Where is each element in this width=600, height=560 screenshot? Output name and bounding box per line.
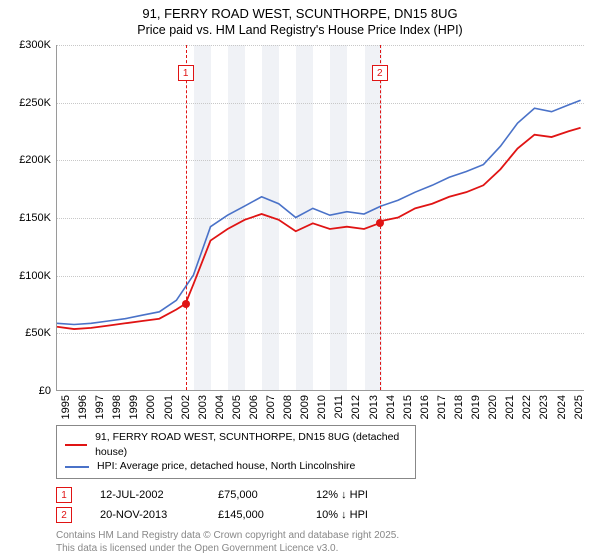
event-line-2 <box>380 45 381 390</box>
x-tick-label: 2007 <box>265 395 277 419</box>
x-axis-labels: 1995 1996 1997 1998 1999 2000 2001 2002 2003 2004… <box>56 391 584 423</box>
series-property <box>57 128 581 329</box>
events-table: 1 12-JUL-2002 £75,000 12% ↓ HPI 2 20-NOV… <box>56 487 588 523</box>
event-row-2: 2 20-NOV-2013 £145,000 10% ↓ HPI <box>56 507 588 523</box>
x-tick-label: 2023 <box>538 395 550 419</box>
x-tick-label: 2013 <box>368 395 380 419</box>
event-dot-2 <box>376 219 384 227</box>
x-tick-label: 2011 <box>333 395 345 419</box>
event-box-1: 1 <box>178 65 194 81</box>
legend-swatch-hpi <box>65 466 89 468</box>
x-tick-label: 1996 <box>77 395 89 419</box>
y-tick-label: £300K <box>19 39 51 51</box>
x-tick-label: 2015 <box>402 395 414 419</box>
x-tick-label: 2005 <box>231 395 243 419</box>
chart-svg <box>57 45 584 390</box>
x-tick-label: 2022 <box>521 395 533 419</box>
x-tick-label: 2002 <box>180 395 192 419</box>
x-tick-label: 2025 <box>573 395 585 419</box>
chart-plot-area: £0£50K£100K£150K£200K£250K£300K12 <box>56 45 584 391</box>
event-line-1 <box>186 45 187 390</box>
x-tick-label: 2008 <box>282 395 294 419</box>
attribution: Contains HM Land Registry data © Crown c… <box>56 529 588 555</box>
legend-row-hpi: HPI: Average price, detached house, Nort… <box>65 459 407 474</box>
y-tick-label: £100K <box>19 270 51 282</box>
event-dot-1 <box>182 300 190 308</box>
x-tick-label: 2010 <box>316 395 328 419</box>
x-tick-label: 2004 <box>214 395 226 419</box>
x-tick-label: 2020 <box>487 395 499 419</box>
x-tick-label: 2024 <box>556 395 568 419</box>
event-pct-2: 10% ↓ HPI <box>316 509 406 521</box>
event-price-1: £75,000 <box>218 489 288 501</box>
y-tick-label: £150K <box>19 212 51 224</box>
series-hpi <box>57 100 581 324</box>
attribution-line1: Contains HM Land Registry data © Crown c… <box>56 529 588 542</box>
chart-title: 91, FERRY ROAD WEST, SCUNTHORPE, DN15 8U… <box>12 6 588 37</box>
title-subtitle: Price paid vs. HM Land Registry's House … <box>12 23 588 37</box>
event-date-1: 12-JUL-2002 <box>100 489 190 501</box>
event-date-2: 20-NOV-2013 <box>100 509 190 521</box>
x-tick-label: 2001 <box>163 395 175 419</box>
x-tick-label: 2003 <box>197 395 209 419</box>
x-tick-label: 1997 <box>94 395 106 419</box>
x-tick-label: 2012 <box>350 395 362 419</box>
x-tick-label: 2000 <box>145 395 157 419</box>
y-tick-label: £0 <box>39 385 51 397</box>
event-marker-1: 1 <box>56 487 72 503</box>
legend: 91, FERRY ROAD WEST, SCUNTHORPE, DN15 8U… <box>56 425 416 479</box>
y-tick-label: £250K <box>19 97 51 109</box>
x-tick-label: 2018 <box>453 395 465 419</box>
legend-label-hpi: HPI: Average price, detached house, Nort… <box>97 459 355 474</box>
x-tick-label: 1995 <box>60 395 72 419</box>
x-tick-label: 2017 <box>436 395 448 419</box>
y-tick-label: £200K <box>19 154 51 166</box>
event-box-2: 2 <box>372 65 388 81</box>
x-tick-label: 1999 <box>128 395 140 419</box>
x-tick-label: 1998 <box>111 395 123 419</box>
legend-label-property: 91, FERRY ROAD WEST, SCUNTHORPE, DN15 8U… <box>95 430 407 459</box>
y-tick-label: £50K <box>25 327 51 339</box>
x-tick-label: 2019 <box>470 395 482 419</box>
legend-swatch-property <box>65 444 87 446</box>
x-tick-label: 2006 <box>248 395 260 419</box>
event-row-1: 1 12-JUL-2002 £75,000 12% ↓ HPI <box>56 487 588 503</box>
attribution-line2: This data is licensed under the Open Gov… <box>56 542 588 555</box>
x-tick-label: 2016 <box>419 395 431 419</box>
event-price-2: £145,000 <box>218 509 288 521</box>
x-tick-label: 2014 <box>385 395 397 419</box>
title-address: 91, FERRY ROAD WEST, SCUNTHORPE, DN15 8U… <box>12 6 588 21</box>
event-marker-2: 2 <box>56 507 72 523</box>
x-tick-label: 2009 <box>299 395 311 419</box>
legend-row-property: 91, FERRY ROAD WEST, SCUNTHORPE, DN15 8U… <box>65 430 407 459</box>
event-pct-1: 12% ↓ HPI <box>316 489 406 501</box>
x-tick-label: 2021 <box>504 395 516 419</box>
